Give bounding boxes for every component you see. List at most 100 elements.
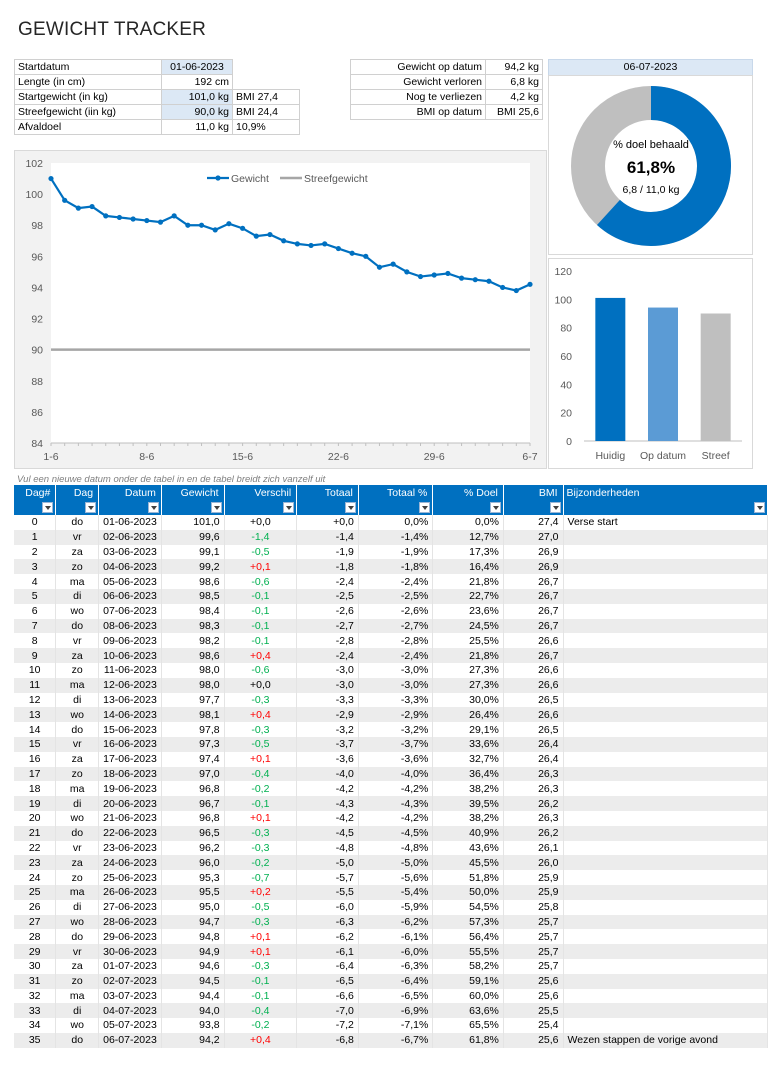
table-cell[interactable] [563,529,768,545]
table-cell[interactable]: 02-06-2023 [98,529,162,545]
table-cell[interactable]: -6,6 [296,988,359,1004]
table-cell[interactable]: -6,4% [358,973,434,989]
table-cell[interactable]: 22,7% [432,588,504,604]
table-cell[interactable]: -0,1 [224,588,298,604]
table-cell[interactable]: +0,4 [224,1032,298,1048]
table-cell[interactable]: 98,0 [161,677,225,693]
column-header[interactable]: Dag# [14,485,57,515]
table-cell[interactable]: -7,0 [296,1003,359,1019]
table-cell[interactable]: -6,5% [358,988,434,1004]
table-cell[interactable]: 30,0% [432,692,504,708]
column-header[interactable]: % Doel [432,485,504,515]
table-cell[interactable]: 17 [14,766,57,782]
table-cell[interactable]: +0,2 [224,884,298,900]
table-cell[interactable]: 3 [14,559,57,575]
table-cell[interactable]: -2,6 [296,603,359,619]
table-cell[interactable]: 98,3 [161,618,225,634]
table-cell[interactable]: 26,4% [432,707,504,723]
table-cell[interactable] [563,766,768,782]
table-cell[interactable]: wo [55,1018,100,1033]
table-cell[interactable]: 27-06-2023 [98,899,162,915]
table-cell[interactable]: ma [55,988,100,1004]
table-cell[interactable]: 97,4 [161,751,225,767]
table-cell[interactable]: -0,3 [224,722,298,737]
table-cell[interactable]: 8 [14,633,57,649]
table-cell[interactable]: di [55,1003,100,1019]
info-value[interactable]: 01-06-2023 [161,59,233,75]
table-cell[interactable]: -5,4% [358,884,434,900]
table-cell[interactable]: zo [55,559,100,575]
table-cell[interactable]: -6,2% [358,914,434,930]
table-cell[interactable]: 25,8 [503,899,564,915]
table-cell[interactable]: -4,2 [296,781,359,797]
column-header[interactable]: Dag [55,485,100,515]
table-cell[interactable]: do [55,929,100,945]
table-cell[interactable]: 94,5 [161,973,225,989]
table-cell[interactable]: 94,6 [161,958,225,974]
table-cell[interactable] [563,899,768,915]
table-cell[interactable]: 26,2 [503,796,564,811]
table-cell[interactable]: -4,3% [358,796,434,811]
table-cell[interactable]: -1,8 [296,559,359,575]
table-cell[interactable]: -2,7% [358,618,434,634]
table-cell[interactable]: wo [55,914,100,930]
table-cell[interactable]: 15 [14,736,57,752]
table-cell[interactable] [563,958,768,974]
table-cell[interactable] [563,840,768,856]
table-cell[interactable]: 15-06-2023 [98,722,162,737]
table-cell[interactable]: 97,8 [161,722,225,737]
table-cell[interactable]: -0,2 [224,1018,298,1033]
filter-dropdown-icon[interactable] [754,502,765,513]
table-cell[interactable]: 36,4% [432,766,504,782]
table-cell[interactable]: 17,3% [432,544,504,560]
table-cell[interactable]: -5,9% [358,899,434,915]
table-cell[interactable]: 31 [14,973,57,989]
table-cell[interactable]: wo [55,603,100,619]
table-cell[interactable]: 96,8 [161,810,225,826]
table-cell[interactable]: -7,2 [296,1018,359,1033]
table-cell[interactable]: do [55,825,100,841]
table-cell[interactable] [563,736,768,752]
table-cell[interactable]: 26,4 [503,736,564,752]
table-cell[interactable] [563,810,768,826]
table-cell[interactable]: -6,1% [358,929,434,945]
table-cell[interactable]: 26,6 [503,677,564,693]
table-cell[interactable]: do [55,515,100,530]
table-cell[interactable] [563,662,768,678]
table-cell[interactable]: -0,1 [224,988,298,1004]
table-cell[interactable]: 94,9 [161,944,225,959]
table-cell[interactable]: -2,6% [358,603,434,619]
table-cell[interactable]: ma [55,781,100,797]
table-cell[interactable]: 61,8% [432,1032,504,1048]
table-cell[interactable]: 20 [14,810,57,826]
table-cell[interactable]: 32 [14,988,57,1004]
table-cell[interactable]: 26,3 [503,810,564,826]
table-cell[interactable]: 0 [14,515,57,530]
table-cell[interactable]: 23 [14,855,57,871]
table-cell[interactable]: -4,8 [296,840,359,856]
table-cell[interactable]: 26,7 [503,588,564,604]
table-cell[interactable]: do [55,722,100,737]
table-cell[interactable]: 33 [14,1003,57,1019]
table-cell[interactable]: 06-07-2023 [98,1032,162,1048]
table-cell[interactable]: -6,7% [358,1032,434,1048]
table-cell[interactable] [563,707,768,723]
table-cell[interactable]: -3,0 [296,677,359,693]
table-cell[interactable]: 33,6% [432,736,504,752]
table-cell[interactable]: -6,1 [296,944,359,959]
table-cell[interactable] [563,988,768,1004]
table-cell[interactable]: -6,2 [296,929,359,945]
table-cell[interactable]: 25,9 [503,870,564,885]
table-cell[interactable]: -0,1 [224,618,298,634]
filter-dropdown-icon[interactable] [85,502,97,513]
table-cell[interactable]: -3,3 [296,692,359,708]
table-cell[interactable]: vr [55,529,100,545]
table-cell[interactable]: -2,9% [358,707,434,723]
table-cell[interactable]: +0,4 [224,648,298,663]
table-cell[interactable]: 24-06-2023 [98,855,162,871]
table-cell[interactable]: 101,0 [161,515,225,530]
table-cell[interactable]: 13-06-2023 [98,692,162,708]
table-cell[interactable] [563,751,768,767]
table-cell[interactable]: -2,4% [358,574,434,589]
table-cell[interactable]: 26,4 [503,751,564,767]
